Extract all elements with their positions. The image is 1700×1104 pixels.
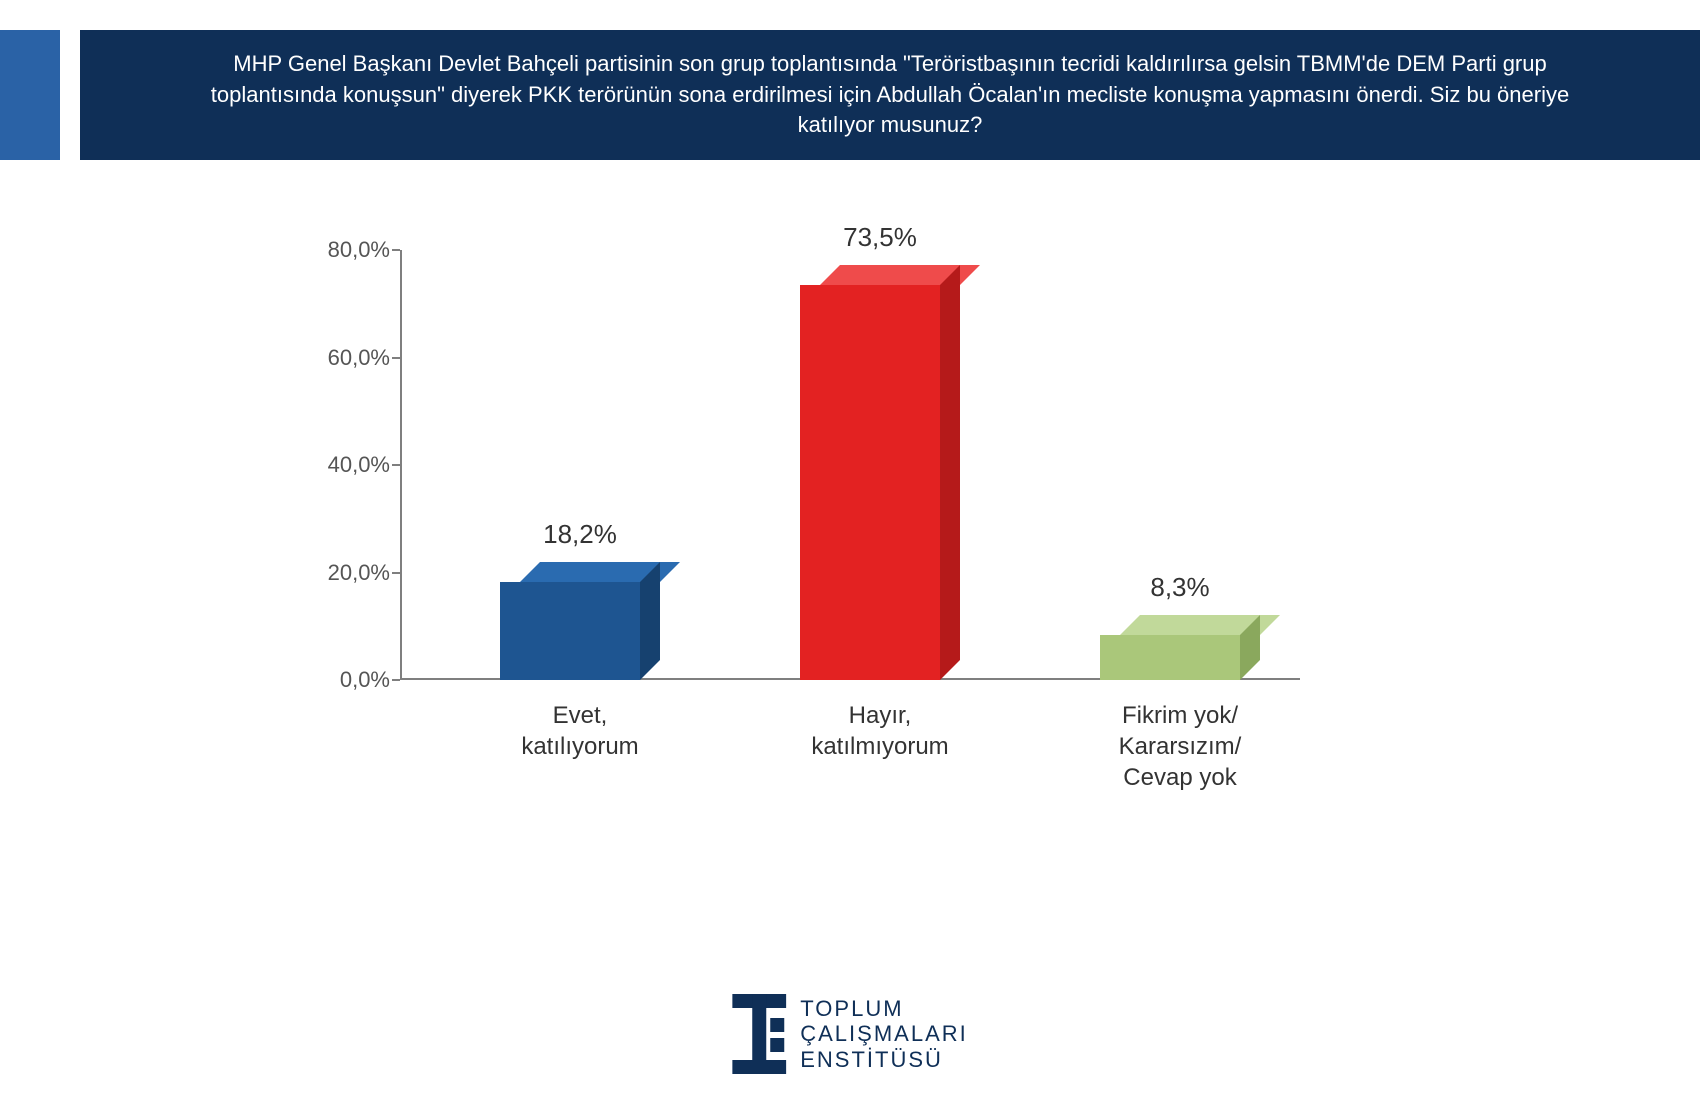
y-axis-tick-label: 20,0% [290, 560, 390, 586]
bar-category-label: Evet,katılıyorum [450, 700, 710, 762]
header-question-text: MHP Genel Başkanı Devlet Bahçeli partisi… [190, 49, 1590, 141]
bar-category-label: Fikrim yok/Kararsızım/Cevap yok [1050, 700, 1310, 794]
bar-front-face [1100, 635, 1240, 680]
logo-text: TOPLUM ÇALIŞMALARI ENSTİTÜSÜ [800, 996, 968, 1072]
logo-text-line3: ENSTİTÜSÜ [800, 1047, 968, 1072]
bar-value-label: 73,5% [780, 222, 980, 253]
y-axis-line [400, 250, 402, 680]
chart-plot-area: 0,0%20,0%40,0%60,0%80,0%18,2%Evet,katılı… [400, 250, 1300, 680]
logo-mark-icon [732, 994, 786, 1074]
logo-text-line1: TOPLUM [800, 996, 968, 1021]
bar-category-label: Hayır,katılmıyorum [750, 700, 1010, 762]
y-axis-tick-label: 60,0% [290, 345, 390, 371]
logo-text-line2: ÇALIŞMALARI [800, 1021, 968, 1046]
bar-value-label: 18,2% [480, 519, 680, 550]
y-axis-tick-label: 80,0% [290, 237, 390, 263]
y-axis-tick-mark [392, 249, 400, 251]
header-band: MHP Genel Başkanı Devlet Bahçeli partisi… [80, 30, 1700, 160]
y-axis-tick-mark [392, 464, 400, 466]
bar-side-face [940, 265, 960, 680]
y-axis-tick-mark [392, 357, 400, 359]
y-axis-tick-mark [392, 572, 400, 574]
footer-logo: TOPLUM ÇALIŞMALARI ENSTİTÜSÜ [732, 994, 968, 1074]
bar-front-face [800, 285, 940, 680]
header-accent-box [0, 30, 60, 160]
y-axis-tick-label: 40,0% [290, 452, 390, 478]
survey-bar-chart: 0,0% 20,0% 40,0% 60,0% 80,0% 18,2% Evet,katılı… [280, 220, 1330, 780]
bar-value-label: 8,3% [1080, 572, 1280, 603]
y-axis-tick-mark [392, 679, 400, 681]
bar-side-face [640, 562, 660, 680]
y-axis-tick-label: 0,0% [290, 667, 390, 693]
bar-front-face [500, 582, 640, 680]
